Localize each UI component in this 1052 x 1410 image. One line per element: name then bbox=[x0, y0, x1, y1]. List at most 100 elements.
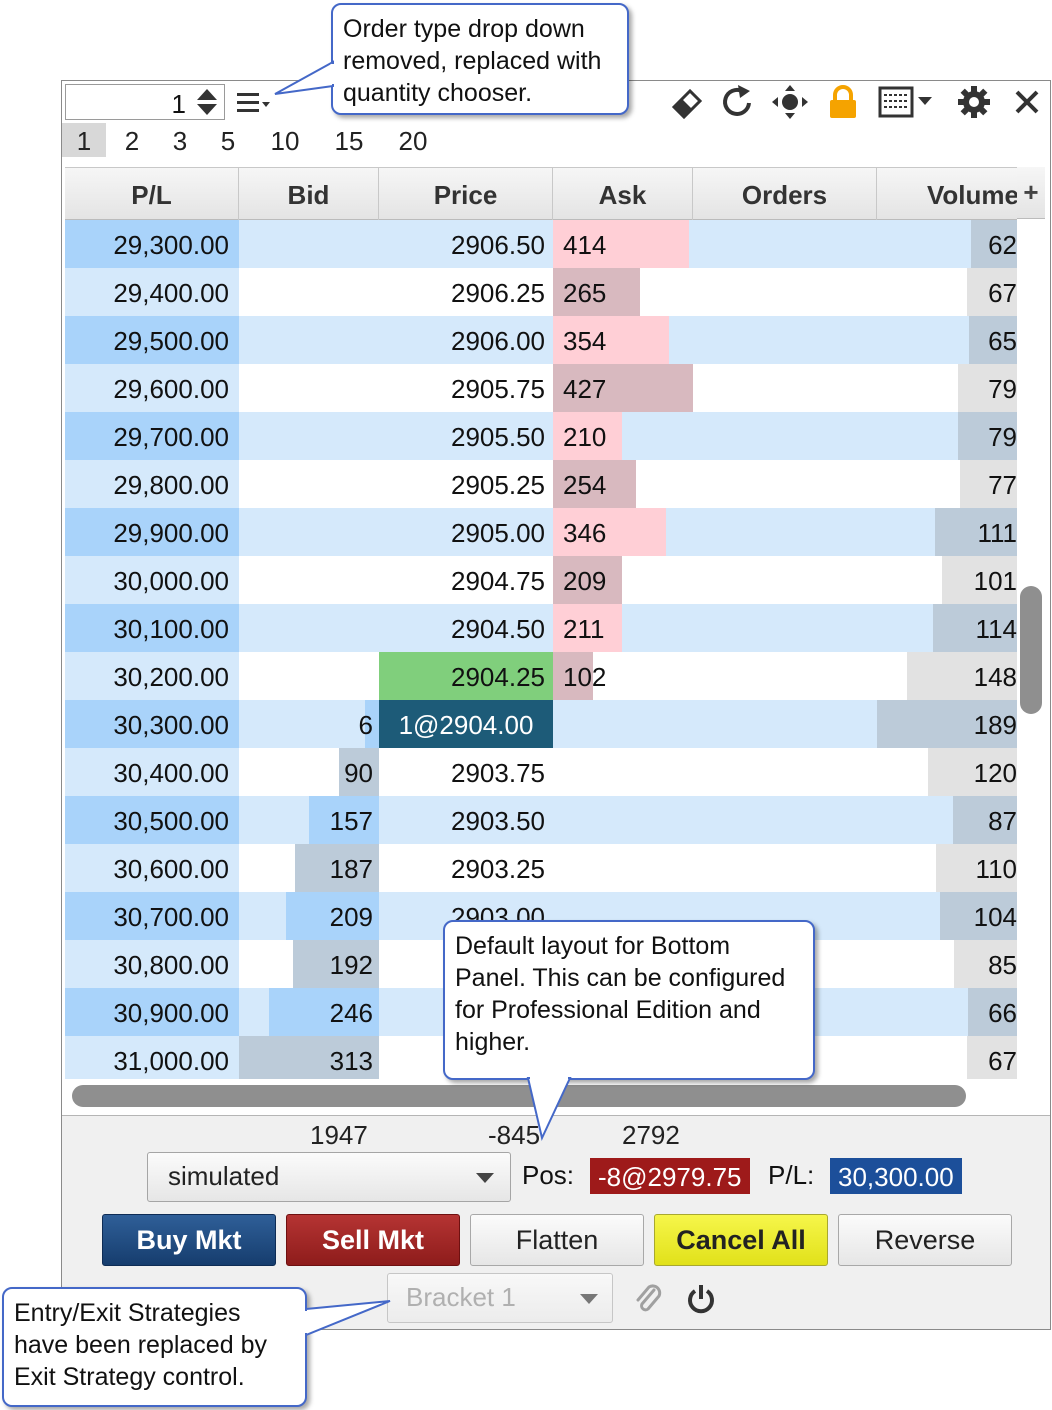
bid-cell[interactable] bbox=[239, 316, 379, 364]
ladder-row[interactable]: 29,400.00 2906.25 265 67 bbox=[65, 268, 1017, 316]
spinner-arrows-icon[interactable] bbox=[194, 88, 220, 116]
ask-cell[interactable]: 102 bbox=[563, 662, 607, 692]
price-cell[interactable]: 2905.25 bbox=[451, 470, 545, 500]
price-cell[interactable]: 2903.50 bbox=[451, 806, 545, 836]
cancel-all-button[interactable]: Cancel All bbox=[654, 1214, 828, 1266]
bid-cell[interactable] bbox=[239, 364, 379, 412]
ask-cell[interactable]: 427 bbox=[563, 374, 607, 404]
add-column-button[interactable]: + bbox=[1017, 167, 1045, 219]
ladder-row[interactable]: 29,800.00 2905.25 254 77 bbox=[65, 460, 1017, 508]
ladder-row[interactable]: 30,200.00 2904.25 102 148 bbox=[65, 652, 1017, 700]
quantity-option[interactable]: 2 bbox=[124, 126, 140, 156]
price-cell[interactable]: 2904.75 bbox=[451, 566, 545, 596]
bid-cell[interactable]: 90 bbox=[344, 758, 373, 788]
quantity-option[interactable]: 15 bbox=[334, 126, 364, 156]
column-header-orders[interactable]: Orders bbox=[693, 168, 877, 220]
quantity-option[interactable]: 10 bbox=[270, 126, 300, 156]
account-dropdown[interactable]: simulated bbox=[147, 1152, 511, 1202]
ladder-row[interactable]: 30,500.00 157 2903.50 87 bbox=[65, 796, 1017, 844]
close-icon[interactable] bbox=[1012, 85, 1042, 119]
volume-cell: 111 bbox=[895, 508, 1017, 556]
bid-cell[interactable] bbox=[239, 508, 379, 556]
ask-cell[interactable]: 414 bbox=[563, 230, 607, 260]
bid-cell[interactable] bbox=[239, 412, 379, 460]
column-header-pl[interactable]: P/L bbox=[65, 168, 239, 220]
ladder-row[interactable]: 29,900.00 2905.00 346 111 bbox=[65, 508, 1017, 556]
bid-cell[interactable]: 246 bbox=[329, 998, 373, 1028]
eraser-icon[interactable] bbox=[670, 85, 706, 119]
bid-cell[interactable]: 187 bbox=[329, 854, 373, 884]
quantity-stepper[interactable]: 1 bbox=[65, 84, 225, 120]
bid-cell[interactable]: 313 bbox=[329, 1046, 373, 1076]
refresh-icon[interactable] bbox=[720, 85, 756, 119]
ladder-row[interactable]: 30,000.00 2904.75 209 101 bbox=[65, 556, 1017, 604]
ask-cell[interactable]: 254 bbox=[563, 470, 607, 500]
bid-cell[interactable]: 6 bbox=[358, 710, 373, 740]
reverse-button[interactable]: Reverse bbox=[838, 1214, 1012, 1266]
ask-cell[interactable] bbox=[553, 796, 563, 844]
price-cell[interactable]: 2904.25 bbox=[379, 652, 553, 700]
column-header-bid[interactable]: Bid bbox=[239, 168, 379, 220]
ladder-row[interactable]: 30,600.00 187 2903.25 110 bbox=[65, 844, 1017, 892]
quantity-option[interactable]: 1 bbox=[62, 123, 106, 157]
ladder-row[interactable]: 29,500.00 2906.00 354 65 bbox=[65, 316, 1017, 364]
power-icon[interactable] bbox=[686, 1282, 716, 1316]
bid-cell[interactable] bbox=[239, 556, 379, 604]
ladder-row[interactable]: 29,600.00 2905.75 427 79 bbox=[65, 364, 1017, 412]
gear-icon[interactable] bbox=[956, 85, 992, 119]
price-cell[interactable]: 2903.75 bbox=[451, 758, 545, 788]
ask-cell[interactable] bbox=[553, 844, 563, 892]
ladder-row[interactable]: 29,300.00 2906.50 414 62 bbox=[65, 220, 1017, 268]
ask-cell[interactable]: 265 bbox=[563, 278, 607, 308]
volume-value: 67 bbox=[988, 278, 1017, 308]
volume-value: 120 bbox=[973, 758, 1017, 788]
price-cell[interactable]: 2903.25 bbox=[451, 854, 545, 884]
bid-cell[interactable] bbox=[239, 652, 379, 700]
ask-cell[interactable]: 354 bbox=[563, 326, 607, 356]
price-cell[interactable]: 2905.75 bbox=[451, 374, 545, 404]
sell-market-button[interactable]: Sell Mkt bbox=[286, 1214, 460, 1266]
ask-cell[interactable]: 209 bbox=[563, 566, 607, 596]
menu-icon[interactable] bbox=[237, 91, 273, 115]
horizontal-scrollbar[interactable] bbox=[72, 1085, 966, 1107]
price-cell[interactable]: 2904.50 bbox=[451, 614, 545, 644]
bid-cell[interactable]: 209 bbox=[329, 902, 373, 932]
price-cell[interactable]: 2906.00 bbox=[451, 326, 545, 356]
flatten-button[interactable]: Flatten bbox=[470, 1214, 644, 1266]
price-cell[interactable]: 2906.25 bbox=[451, 278, 545, 308]
ask-cell[interactable] bbox=[553, 748, 563, 796]
volume-cell: 67 bbox=[895, 268, 1017, 316]
bid-cell[interactable] bbox=[239, 604, 379, 652]
price-cell[interactable]: 1@2904.00 bbox=[379, 700, 553, 748]
column-header-ask[interactable]: Ask bbox=[553, 168, 693, 220]
bid-cell[interactable] bbox=[239, 268, 379, 316]
bid-cell[interactable]: 157 bbox=[329, 806, 373, 836]
quantity-option[interactable]: 20 bbox=[398, 126, 428, 156]
buy-market-button[interactable]: Buy Mkt bbox=[102, 1214, 276, 1266]
ask-cell[interactable]: 211 bbox=[563, 614, 605, 644]
ask-cell[interactable]: 346 bbox=[563, 518, 607, 548]
ask-cell[interactable] bbox=[553, 700, 563, 748]
bid-cell[interactable] bbox=[239, 220, 379, 268]
layout-icon[interactable] bbox=[878, 85, 938, 119]
ladder-row[interactable]: 30,400.00 90 2903.75 120 bbox=[65, 748, 1017, 796]
quantity-option[interactable]: 3 bbox=[172, 126, 188, 156]
paperclip-icon[interactable] bbox=[632, 1282, 664, 1316]
price-cell[interactable]: 2906.50 bbox=[451, 230, 545, 260]
ladder-row[interactable]: 30,100.00 2904.50 211 114 bbox=[65, 604, 1017, 652]
bid-cell[interactable] bbox=[239, 460, 379, 508]
column-header-price[interactable]: Price bbox=[379, 168, 553, 220]
column-header-volume[interactable]: Volume bbox=[927, 180, 1017, 210]
center-icon[interactable] bbox=[772, 85, 808, 119]
ladder-row[interactable]: 29,700.00 2905.50 210 79 bbox=[65, 412, 1017, 460]
bid-cell[interactable]: 192 bbox=[329, 950, 373, 980]
lock-icon[interactable] bbox=[826, 85, 860, 119]
vertical-scrollbar[interactable] bbox=[1020, 586, 1042, 714]
price-cell[interactable]: 2905.50 bbox=[451, 422, 545, 452]
exit-strategy-dropdown[interactable]: Bracket 1 bbox=[387, 1273, 613, 1323]
ask-cell[interactable]: 210 bbox=[563, 422, 607, 452]
price-cell[interactable]: 2905.00 bbox=[451, 518, 545, 548]
ladder-row[interactable]: 30,300.00 6 1@2904.00 189 bbox=[65, 700, 1017, 748]
quantity-option[interactable]: 5 bbox=[220, 126, 236, 156]
callout-quantity-chooser: Order type drop down removed, replaced w… bbox=[331, 3, 629, 115]
